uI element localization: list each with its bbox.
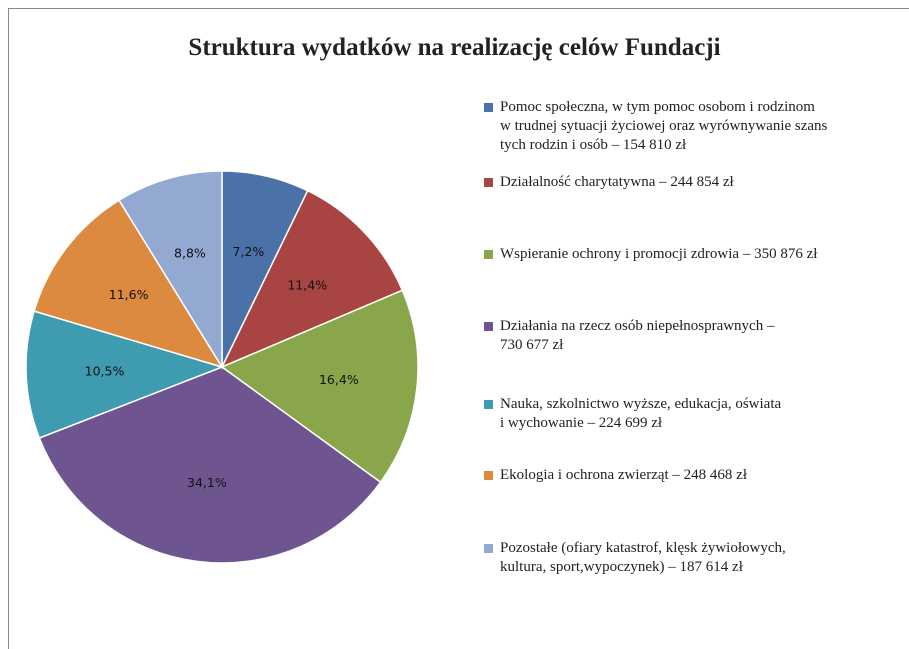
legend-swatch	[484, 400, 493, 409]
legend: Pomoc społeczna, w tym pomoc osobom i ro…	[484, 99, 828, 575]
slice-label: 10,5%	[85, 363, 125, 378]
legend-label: Nauka, szkolnictwo wyższe, edukacja, ośw…	[500, 396, 782, 431]
legend-swatch	[484, 544, 493, 553]
chart-title: Struktura wydatków na realizację celów F…	[188, 34, 721, 61]
pie-slice	[118, 170, 223, 370]
slice-label: 7,2%	[232, 244, 264, 259]
legend-swatch	[484, 471, 493, 480]
slice-label: 34,1%	[187, 475, 227, 490]
legend-label: Pozostałe (ofiary katastrof, klęsk żywio…	[500, 540, 786, 575]
slice-label: 8,8%	[174, 245, 206, 260]
slice-label: 11,6%	[109, 287, 149, 302]
legend-swatch	[484, 103, 493, 112]
legend-label: Wspieranie ochrony i promocji zdrowia – …	[500, 246, 818, 262]
slice-label: 11,4%	[287, 277, 327, 292]
pie-slice	[25, 310, 225, 439]
frame	[8, 8, 909, 649]
pie-slice	[220, 289, 419, 484]
legend-swatch	[484, 322, 493, 331]
legend-label: Ekologia i ochrona zwierząt – 248 468 zł	[500, 467, 748, 483]
legend-swatch	[484, 250, 493, 259]
legend-swatch	[484, 178, 493, 187]
legend-label: Pomoc społeczna, w tym pomoc osobom i ro…	[500, 99, 828, 153]
pie-slice	[220, 189, 404, 369]
page: Struktura wydatków na realizację celów F…	[8, 8, 909, 649]
legend-label: Działalność charytatywna – 244 854 zł	[500, 174, 734, 190]
pie-slice	[33, 199, 224, 369]
pie-slice	[38, 366, 382, 564]
legend-label: Działania na rzecz osób niepełnosprawnyc…	[500, 318, 775, 353]
slice-label: 16,4%	[319, 372, 359, 387]
chart: 7,2% 11,4% 16,4% 34,1% 10,5% 11,6% 8,8%	[25, 170, 419, 564]
